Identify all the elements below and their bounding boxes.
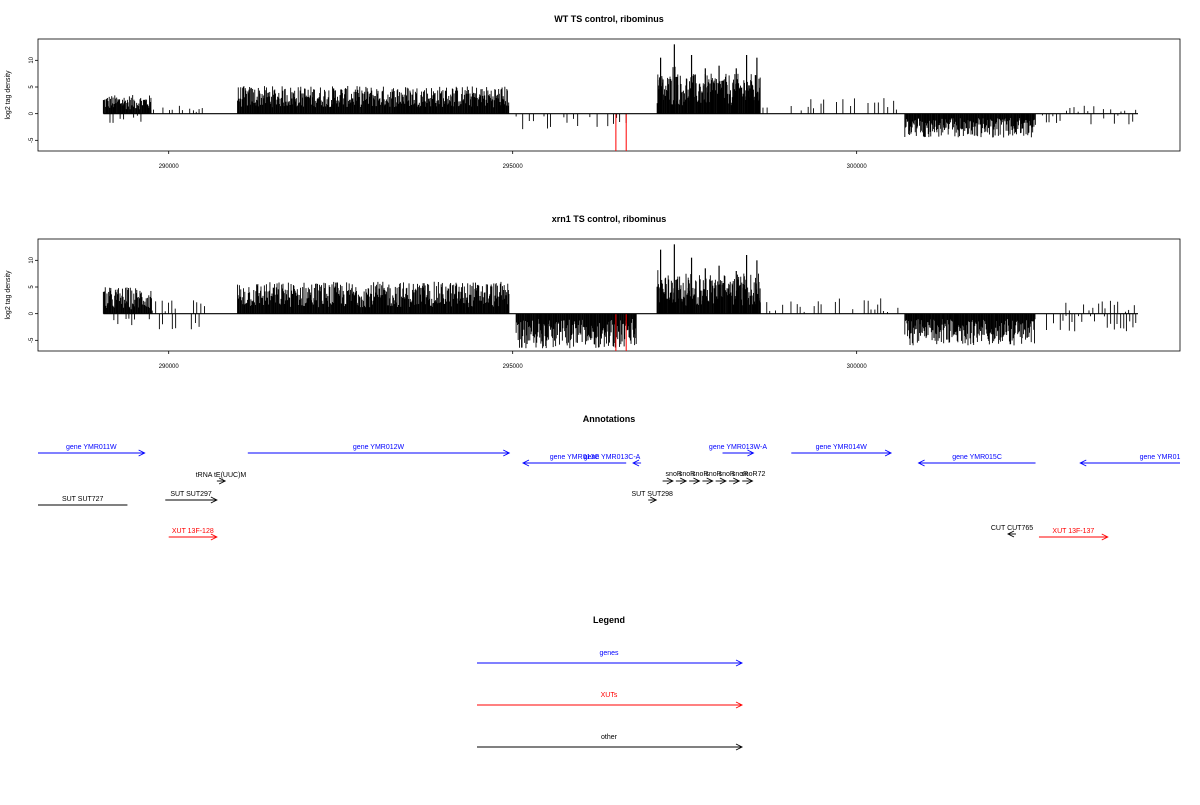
legend-label: XUTs (601, 692, 618, 699)
y-axis-label: log2 tag density (5, 70, 12, 120)
feature-gene-ymr015c: gene YMR015C (917, 454, 1036, 467)
track-title: xrn1 TS control, ribominus (552, 214, 667, 224)
feature-label: tRNA tE(UUC)M (196, 472, 247, 479)
y-tick-label: 5 (29, 285, 35, 289)
feature-sut-sut297: SUT SUT297 (165, 491, 218, 504)
feature-arrowhead (138, 449, 146, 457)
feature-gene-ymr014w: gene YMR014W (791, 444, 893, 457)
feature-gene-ymr01: gene YMR01 (1079, 454, 1181, 467)
feature-xut-13f-137: XUT 13F-137 (1038, 528, 1109, 541)
feature-arrowhead (693, 477, 701, 485)
feature-arrowhead (666, 477, 674, 485)
feature-arrowhead (679, 477, 688, 485)
density-bars (102, 44, 1137, 138)
feature-label: snoR (666, 471, 682, 478)
feature-arrowhead (884, 449, 893, 457)
feature-arrowhead (210, 496, 218, 504)
feature-sut-sut298: SUT SUT298 (631, 491, 673, 504)
density-bars (102, 244, 1137, 349)
track-panel-1: WT TS control, ribominus log2 tag density… (5, 14, 1181, 170)
feature-arrowhead (632, 459, 640, 467)
legend-entry-other: other (477, 734, 744, 751)
x-tick-label: 290000 (159, 364, 180, 370)
feature-gene-ymr012w: gene YMR012W (247, 444, 511, 457)
feature-label: gene YMR01 (1140, 454, 1181, 461)
legend-arrowhead (735, 701, 744, 709)
feature-label: snoR (719, 471, 735, 478)
feature-arrowhead (917, 459, 925, 467)
feature-arrowhead (218, 477, 227, 485)
feature-label: snoR (692, 471, 708, 478)
plot-frame (37, 238, 1181, 352)
y-tick-label: 0 (29, 311, 35, 315)
feature-label: gene YMR012W (353, 444, 405, 451)
feature-gene-ymr013w-a: gene YMR013W-A (709, 444, 767, 457)
annotations-panel: Annotations gene YMR011W gene YMR012W gene … (38, 414, 1181, 541)
y-axis-label: log2 tag density (5, 270, 12, 320)
feature-arrowhead (1101, 533, 1109, 541)
legend-label: other (601, 734, 618, 741)
feature-label: SUT SUT297 (170, 491, 212, 498)
feature-sut-sut727: SUT SUT727 (38, 496, 128, 506)
feature-label: XUT 13F-137 (1052, 528, 1094, 535)
legend-panel: Legend genes XUTs other (477, 615, 744, 751)
y-tick-label: -5 (29, 137, 35, 143)
feature-label: gene YMR013C (550, 454, 600, 461)
feature-arrowhead (746, 477, 754, 485)
feature-label: snoR (679, 471, 695, 478)
feature-arrowhead (1079, 459, 1087, 467)
feature-label: snoR (705, 471, 721, 478)
feature-arrowhead (747, 449, 755, 457)
legend-entry-genes: genes (477, 650, 744, 667)
track-panel-2: xrn1 TS control, ribominus log2 tag densi… (5, 214, 1181, 370)
x-tick-label: 295000 (503, 364, 524, 370)
plot-frame (37, 38, 1181, 152)
feature-cut-cut765: CUT CUT765 (991, 525, 1033, 538)
feature-label: gene YMR013W-A (709, 444, 767, 451)
legend-entry-xuts: XUTs (477, 692, 744, 709)
feature-trna-te-uuc-m: tRNA tE(UUC)M (196, 472, 247, 485)
feature-arrowhead (706, 477, 714, 485)
feature-label: gene YMR014W (816, 444, 868, 451)
feature-gene-ymr013c: gene YMR013C (521, 454, 627, 467)
legend-arrowhead (735, 659, 744, 667)
legend-arrowhead (735, 743, 744, 751)
feature-xut-13f-128: XUT 13F-128 (168, 528, 218, 541)
feature-arrowhead (650, 496, 658, 504)
y-tick-label: 10 (29, 56, 35, 63)
feature-label: CUT CUT765 (991, 525, 1033, 532)
legend-title: Legend (593, 615, 625, 625)
annotations-title: Annotations (583, 414, 636, 424)
feature-arrowhead (521, 459, 530, 467)
feature-label: gene YMR015C (952, 454, 1002, 461)
feature-label: gene YMR013C-A (584, 454, 641, 461)
feature-arrowhead (719, 477, 727, 485)
feature-label: SUT SUT727 (62, 496, 104, 503)
feature-gene-ymr013c-a: gene YMR013C-A (584, 454, 642, 467)
feature-label: SUT SUT298 (631, 491, 673, 498)
feature-label: gene YMR011W (66, 444, 117, 451)
feature-gene-ymr011w: gene YMR011W (38, 444, 146, 457)
feature-label: snoR (732, 471, 748, 478)
feature-arrowhead (503, 449, 511, 457)
x-tick-label: 295000 (503, 164, 524, 170)
feature-label: XUT 13F-128 (172, 528, 214, 535)
feature-arrowhead (210, 533, 218, 541)
legend-label: genes (599, 650, 619, 657)
y-tick-label: 10 (29, 256, 35, 263)
feature-arrowhead (733, 477, 741, 485)
y-tick-label: -5 (29, 337, 35, 343)
track-title: WT TS control, ribominus (554, 14, 664, 24)
feature-label: snoR72 (741, 471, 765, 478)
x-tick-label: 290000 (159, 164, 180, 170)
x-tick-label: 300000 (847, 164, 868, 170)
y-tick-label: 5 (29, 85, 35, 89)
feature-arrowhead (1007, 530, 1015, 538)
y-tick-label: 0 (29, 111, 35, 115)
x-tick-label: 300000 (847, 364, 868, 370)
